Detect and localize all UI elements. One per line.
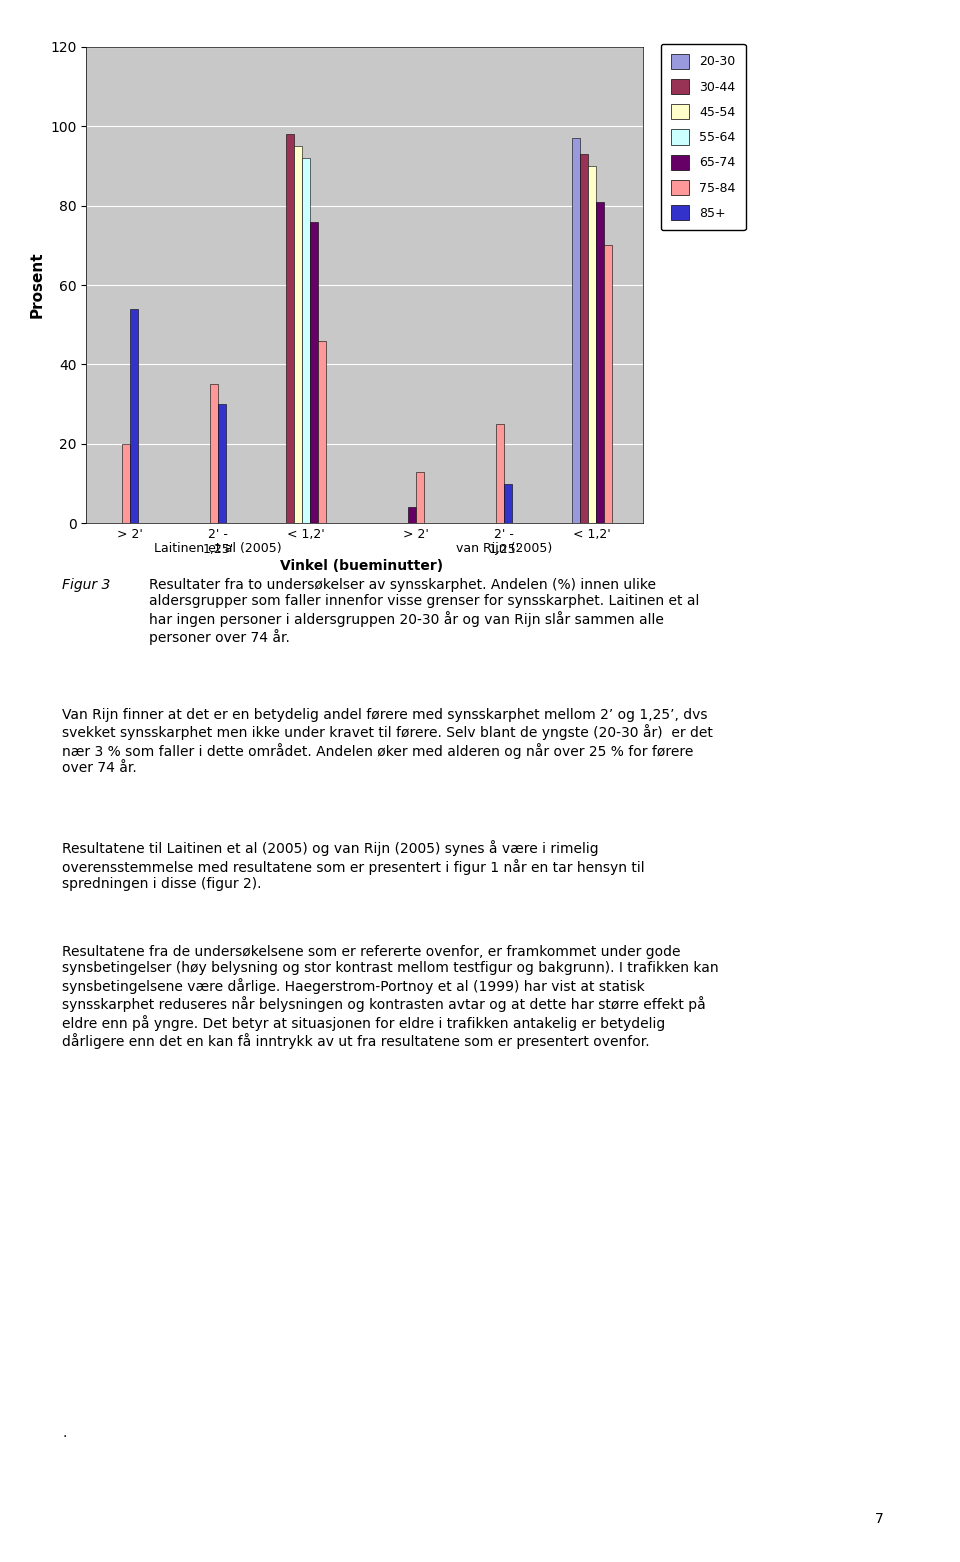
Legend: 20-30, 30-44, 45-54, 55-64, 65-74, 75-84, 85+: 20-30, 30-44, 45-54, 55-64, 65-74, 75-84… (660, 44, 746, 230)
Text: Resultatene fra de undersøkelsene som er refererte ovenfor, er framkommet under : Resultatene fra de undersøkelsene som er… (62, 945, 719, 1050)
Bar (504, 484, 512, 523)
Bar (580, 155, 588, 523)
Text: Resultater fra to undersøkelser av synsskarphet. Andelen (%) innen ulike
aldersg: Resultater fra to undersøkelser av synss… (149, 578, 699, 645)
Y-axis label: Prosent: Prosent (30, 251, 45, 319)
Bar (218, 405, 227, 523)
Text: Laitinen et al (2005): Laitinen et al (2005) (155, 542, 282, 555)
Bar (286, 134, 294, 523)
Text: Vinkel (bueminutter): Vinkel (bueminutter) (279, 559, 443, 573)
Text: van Rijn (2005): van Rijn (2005) (456, 542, 552, 555)
Bar (604, 245, 612, 523)
Bar (496, 423, 504, 523)
Bar (310, 222, 319, 523)
Text: Van Rijn finner at det er en betydelig andel førere med synsskarphet mellom 2’ o: Van Rijn finner at det er en betydelig a… (62, 708, 713, 775)
Text: .: . (62, 1426, 67, 1440)
Bar (588, 166, 596, 523)
Bar (572, 137, 580, 523)
Bar (302, 158, 310, 523)
Bar (122, 444, 131, 523)
Text: Figur 3: Figur 3 (62, 578, 110, 592)
Bar (596, 201, 604, 523)
Bar (210, 384, 218, 523)
Bar (416, 472, 424, 523)
Bar (319, 341, 326, 523)
Text: 7: 7 (875, 1512, 883, 1526)
Bar (131, 309, 138, 523)
Bar (408, 508, 416, 523)
Text: Resultatene til Laitinen et al (2005) og van Rijn (2005) synes å være i rimelig
: Resultatene til Laitinen et al (2005) og… (62, 840, 645, 890)
Bar (294, 147, 302, 523)
